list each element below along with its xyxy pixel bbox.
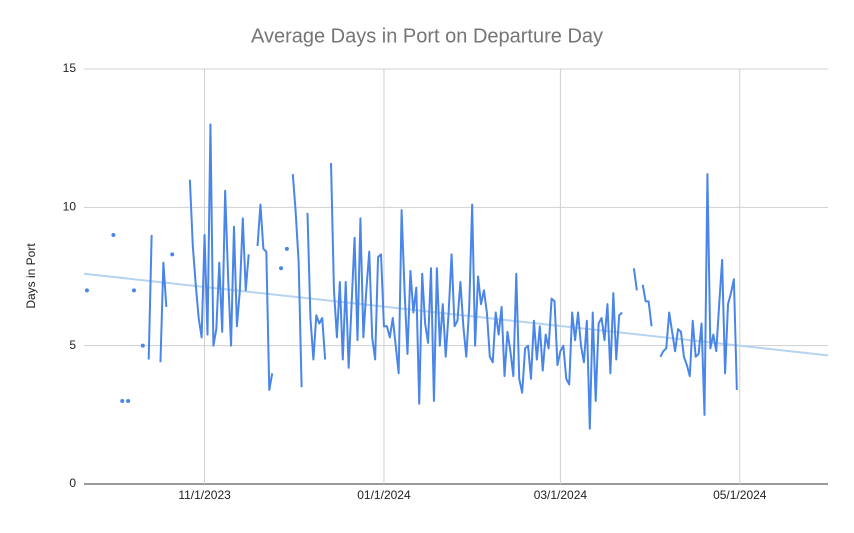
data-point [120, 399, 125, 403]
data-line [147, 123, 738, 430]
x-tick-label: 03/1/2024 [534, 488, 588, 502]
data-point [140, 343, 145, 348]
x-tick-label: 05/1/2024 [713, 488, 767, 502]
data-point [84, 288, 89, 293]
data-point [126, 399, 131, 403]
data-point [279, 266, 284, 271]
data-point [170, 252, 175, 257]
chart-title: Average Days in Port on Departure Day [251, 25, 603, 47]
data-point [111, 233, 116, 237]
y-tick-label: 5 [69, 338, 76, 352]
x-tick-label: 01/1/2024 [357, 488, 411, 502]
y-tick-label: 0 [69, 476, 76, 490]
y-tick-label: 10 [63, 200, 77, 214]
data-point [131, 288, 136, 293]
y-tick-label: 15 [63, 61, 77, 75]
x-tick-label: 11/1/2023 [178, 488, 231, 502]
data-point [284, 246, 289, 251]
y-axis-title: Days in Port [24, 243, 38, 309]
